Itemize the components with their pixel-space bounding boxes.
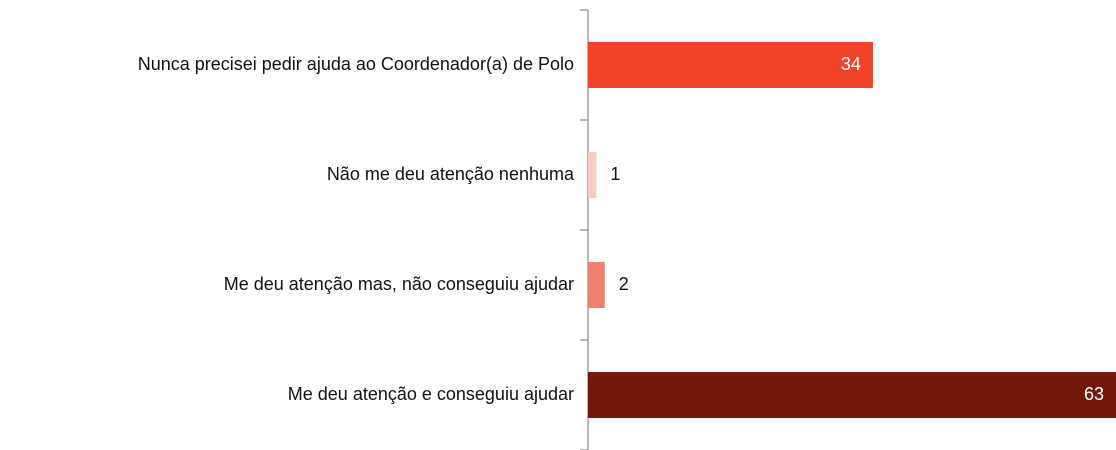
bar bbox=[588, 42, 873, 88]
category-label: Me deu atenção e conseguiu ajudar bbox=[288, 384, 574, 404]
category-label: Me deu atenção mas, não conseguiu ajudar bbox=[224, 274, 574, 294]
value-label: 34 bbox=[841, 54, 861, 74]
category-label: Não me deu atenção nenhuma bbox=[327, 164, 575, 184]
bar bbox=[588, 372, 1116, 418]
category-label: Nunca precisei pedir ajuda ao Coordenado… bbox=[138, 54, 574, 74]
value-label: 1 bbox=[610, 164, 620, 184]
value-label: 63 bbox=[1084, 384, 1104, 404]
bar bbox=[588, 152, 597, 198]
value-label: 2 bbox=[619, 274, 629, 294]
bar bbox=[588, 262, 605, 308]
